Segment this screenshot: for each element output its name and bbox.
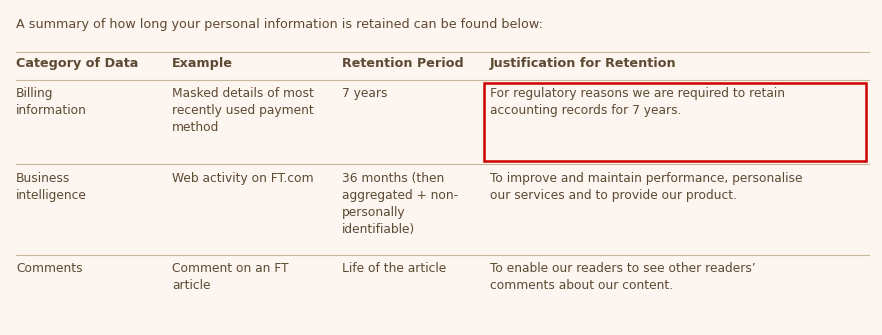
Text: Example: Example [172,57,233,70]
Text: A summary of how long your personal information is retained can be found below:: A summary of how long your personal info… [16,18,542,31]
Text: Life of the article: Life of the article [342,262,446,275]
Text: Comment on an FT
article: Comment on an FT article [172,262,288,292]
Text: To improve and maintain performance, personalise
our services and to provide our: To improve and maintain performance, per… [490,172,802,202]
Text: Business
intelligence: Business intelligence [16,172,86,202]
Text: Retention Period: Retention Period [342,57,464,70]
Text: Comments: Comments [16,262,83,275]
Text: Masked details of most
recently used payment
method: Masked details of most recently used pay… [172,87,314,134]
Text: Category of Data: Category of Data [16,57,138,70]
Text: 7 years: 7 years [342,87,388,100]
Text: For regulatory reasons we are required to retain
accounting records for 7 years.: For regulatory reasons we are required t… [490,87,784,117]
Text: Billing
information: Billing information [16,87,86,117]
Text: 36 months (then
aggregated + non-
personally
identifiable): 36 months (then aggregated + non- person… [342,172,459,236]
Bar [484,83,866,161]
Text: Justification for Retention: Justification for Retention [490,57,676,70]
Text: To enable our readers to see other readers’
comments about our content.: To enable our readers to see other reade… [490,262,755,292]
Text: Web activity on FT.com: Web activity on FT.com [172,172,314,185]
